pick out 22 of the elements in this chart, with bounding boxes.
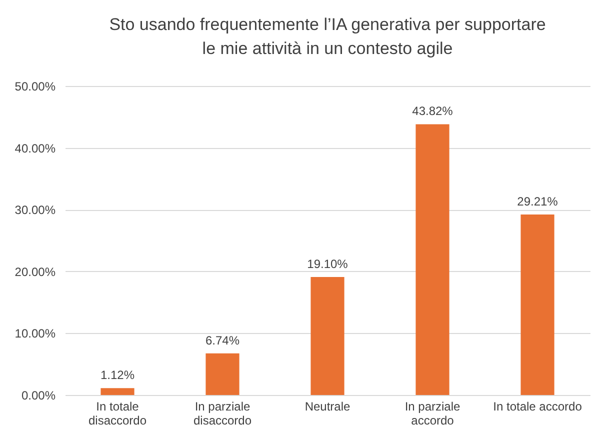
bar [310,276,344,395]
x-tick-label: In parziale accordo [404,400,461,428]
x-tick-label: In parziale disaccordo [193,400,252,428]
x-tick-label: In totale accordo [493,400,582,414]
data-label: 43.82% [412,104,454,118]
x-tick-label: In totale disaccordo [88,400,147,428]
data-label: 1.12% [100,368,135,382]
y-tick-label: 0.00% [21,388,56,402]
bar [206,353,240,395]
y-tick-label: 50.00% [14,80,56,94]
y-tick-label: 30.00% [14,203,56,218]
chart-title: Sto usando frequentemente l’IA generativa per supportare le mie attività in un contesto agile [109,15,546,58]
y-tick-label: 20.00% [14,264,56,279]
x-tick-label: Neutrale [304,400,351,414]
bar [416,124,450,395]
data-label: 29.21% [517,194,558,208]
y-tick-label: 10.00% [14,326,56,341]
data-label: 19.10% [307,256,348,271]
data-label: 6.74% [205,333,240,348]
y-tick-label: 40.00% [14,141,56,156]
bar [520,214,554,395]
bar [100,388,134,395]
